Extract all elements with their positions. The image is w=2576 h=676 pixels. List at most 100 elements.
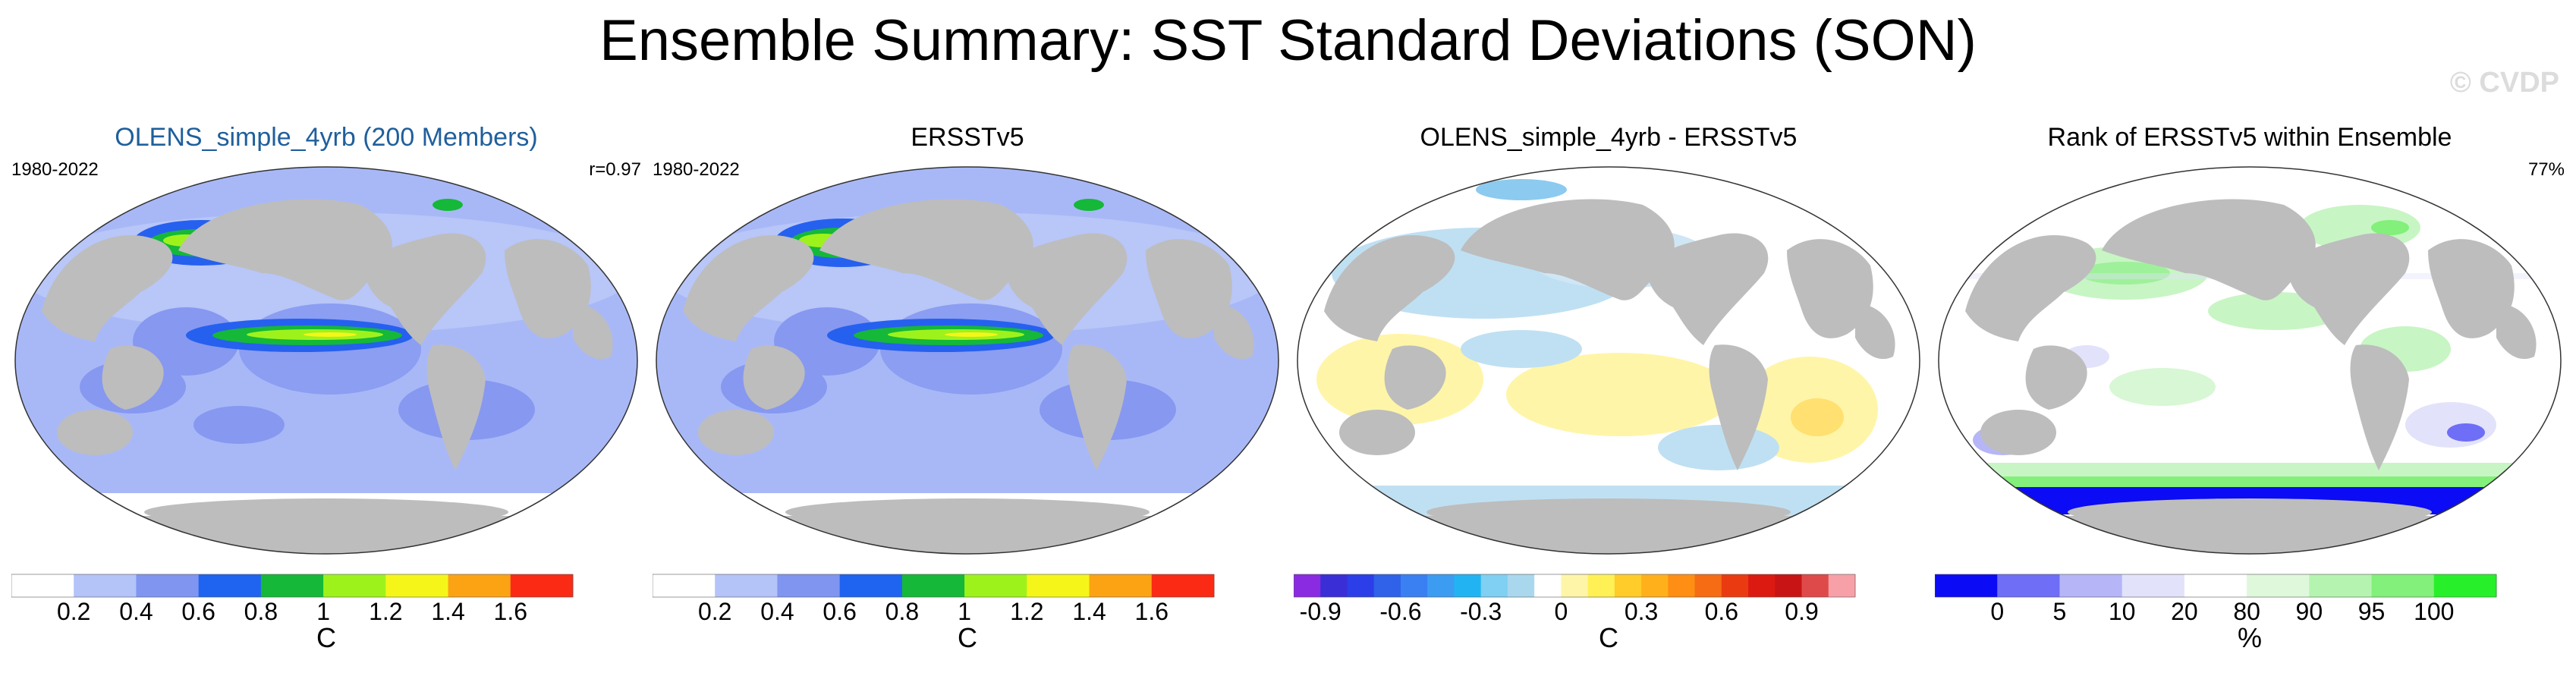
colorbar-tick-label: 1.4: [1072, 598, 1106, 625]
colorbar-tick-label: 100: [2414, 598, 2454, 625]
colorbar-segment: [198, 574, 262, 597]
colorbar-segment: [1534, 574, 1562, 597]
colorbar-segment: [136, 574, 200, 597]
colorbar-tick-label: 0.6: [1705, 598, 1738, 625]
colorbar-segment: [1427, 574, 1455, 597]
colorbar-segment: [1561, 574, 1589, 597]
colorbar-tick-label: 5: [2053, 598, 2067, 625]
colorbar-tick-label: 0.4: [760, 598, 794, 625]
colorbar-tick-label: -0.6: [1379, 598, 1421, 625]
colorbar-segment: [1614, 574, 1642, 597]
colorbar-segment: [1151, 574, 1215, 597]
colorbar-segment: [1454, 574, 1482, 597]
panel-title: Rank of ERSSTv5 within Ensemble: [2047, 123, 2452, 152]
colorbar-tick-label: 1: [958, 598, 971, 625]
colorbar-segment: [839, 574, 903, 597]
colorbar-tick-label: 0: [1554, 598, 1568, 625]
colorbar-tick-label: 20: [2171, 598, 2198, 625]
colorbar-tick-label: 90: [2296, 598, 2323, 625]
colorbar-units: %: [2237, 622, 2262, 653]
colorbar-segment: [777, 574, 841, 597]
panel-model-stddev: OLENS_simple_4yrb (200 Members) 1980-202…: [11, 114, 641, 671]
colorbar-segment: [385, 574, 449, 597]
colorbar: 0.2 0.4 0.6 0.8 1 1.2 1.4 1.6: [653, 574, 1215, 625]
colorbar-segment: [2059, 574, 2123, 597]
colorbar-units: C: [316, 622, 336, 653]
colorbar-tick-label: 1.2: [369, 598, 402, 625]
colorbar-segment: [1027, 574, 1090, 597]
figure-title: Ensemble Summary: SST Standard Deviation…: [599, 8, 1977, 73]
colorbar-tick-label: 80: [2233, 598, 2260, 625]
colorbar-segment: [1400, 574, 1428, 597]
colorbar-segment: [2122, 574, 2185, 597]
colorbar-segment: [901, 574, 965, 597]
colorbar-segment: [1373, 574, 1401, 597]
colorbar-tick-label: 0.8: [885, 598, 919, 625]
colorbar-segment: [1641, 574, 1669, 597]
colorbar: -0.9 -0.6 -0.3 0 0.3 0.6 0.9: [1294, 574, 1856, 625]
colorbar-segment: [1721, 574, 1749, 597]
colorbar-tick-label: -0.3: [1460, 598, 1502, 625]
colorbar-tick-label: 10: [2109, 598, 2136, 625]
colorbar-segment: [1748, 574, 1776, 597]
colorbar-segment: [1294, 574, 1321, 597]
colorbar-segment: [1347, 574, 1375, 597]
world-map-difference: [1297, 166, 1920, 555]
colorbar-segment: [964, 574, 1027, 597]
colorbar-tick-label: 0.2: [57, 598, 90, 625]
world-map-rank: [1938, 166, 2562, 555]
colorbar-segment: [2184, 574, 2247, 597]
colorbar-tick-label: 0.8: [244, 598, 278, 625]
panel-title: OLENS_simple_4yrb - ERSSTv5: [1420, 123, 1798, 152]
panel-period: 1980-2022: [11, 159, 99, 180]
panel-pattern-correlation: r=0.97: [589, 159, 641, 180]
colorbar-segment: [1997, 574, 2060, 597]
panel-rank-percent: 77%: [2527, 159, 2565, 180]
colorbar-tick-label: 1.6: [494, 598, 527, 625]
colorbar-segment: [1801, 574, 1829, 597]
colorbar: 0.2 0.4 0.6 0.8 1 1.2 1.4 1.6: [11, 574, 574, 625]
colorbar-units: C: [958, 622, 977, 653]
colorbar-segment: [2247, 574, 2310, 597]
panel-period: 1980-2022: [653, 159, 740, 180]
colorbar-segment: [1320, 574, 1348, 597]
colorbar-segment: [653, 574, 716, 597]
colorbar-segment: [1587, 574, 1615, 597]
colorbar-segment: [2371, 574, 2435, 597]
panel-obs-stddev: ERSSTv5 1980-2022: [653, 114, 1282, 671]
colorbar-segment: [1694, 574, 1722, 597]
colorbar-segment: [1668, 574, 1696, 597]
colorbar-segment: [715, 574, 778, 597]
colorbar-segment: [1828, 574, 1856, 597]
colorbar-segment: [323, 574, 386, 597]
colorbar-tick-label: 0.6: [822, 598, 856, 625]
colorbar-segment: [1935, 574, 1998, 597]
colorbar-segment: [1480, 574, 1508, 597]
copyright-watermark: © CVDP: [2449, 67, 2559, 99]
colorbar: 0 5 10 20 80 90 95 100: [1935, 574, 2497, 625]
world-map-std: [14, 166, 638, 555]
colorbar-tick-label: 0.2: [698, 598, 731, 625]
panel-title: OLENS_simple_4yrb (200 Members): [115, 123, 538, 152]
colorbar-segment: [448, 574, 511, 597]
colorbar-tick-label: 1.6: [1135, 598, 1168, 625]
colorbar-tick-label: 0.4: [119, 598, 153, 625]
world-map-std: [656, 166, 1279, 555]
colorbar-tick-label: 1.2: [1010, 598, 1043, 625]
colorbar-segment: [510, 574, 574, 597]
panel-difference: OLENS_simple_4yrb - ERSSTv5: [1294, 114, 1923, 671]
colorbar-tick-label: 0.3: [1625, 598, 1658, 625]
panel-title: ERSSTv5: [911, 123, 1024, 152]
colorbar-tick-label: 0.6: [181, 598, 215, 625]
colorbar-tick-label: 0: [1990, 598, 2004, 625]
colorbar-tick-label: 95: [2358, 598, 2386, 625]
panel-rank: Rank of ERSSTv5 within Ensemble 77%: [1935, 114, 2565, 671]
colorbar-segment: [1089, 574, 1153, 597]
colorbar-segment: [11, 574, 74, 597]
colorbar-tick-label: 1.4: [431, 598, 464, 625]
colorbar-segment: [1775, 574, 1803, 597]
colorbar-segment: [1507, 574, 1535, 597]
colorbar-units: C: [1599, 622, 1618, 653]
colorbar-segment: [2433, 574, 2497, 597]
colorbar-segment: [260, 574, 324, 597]
